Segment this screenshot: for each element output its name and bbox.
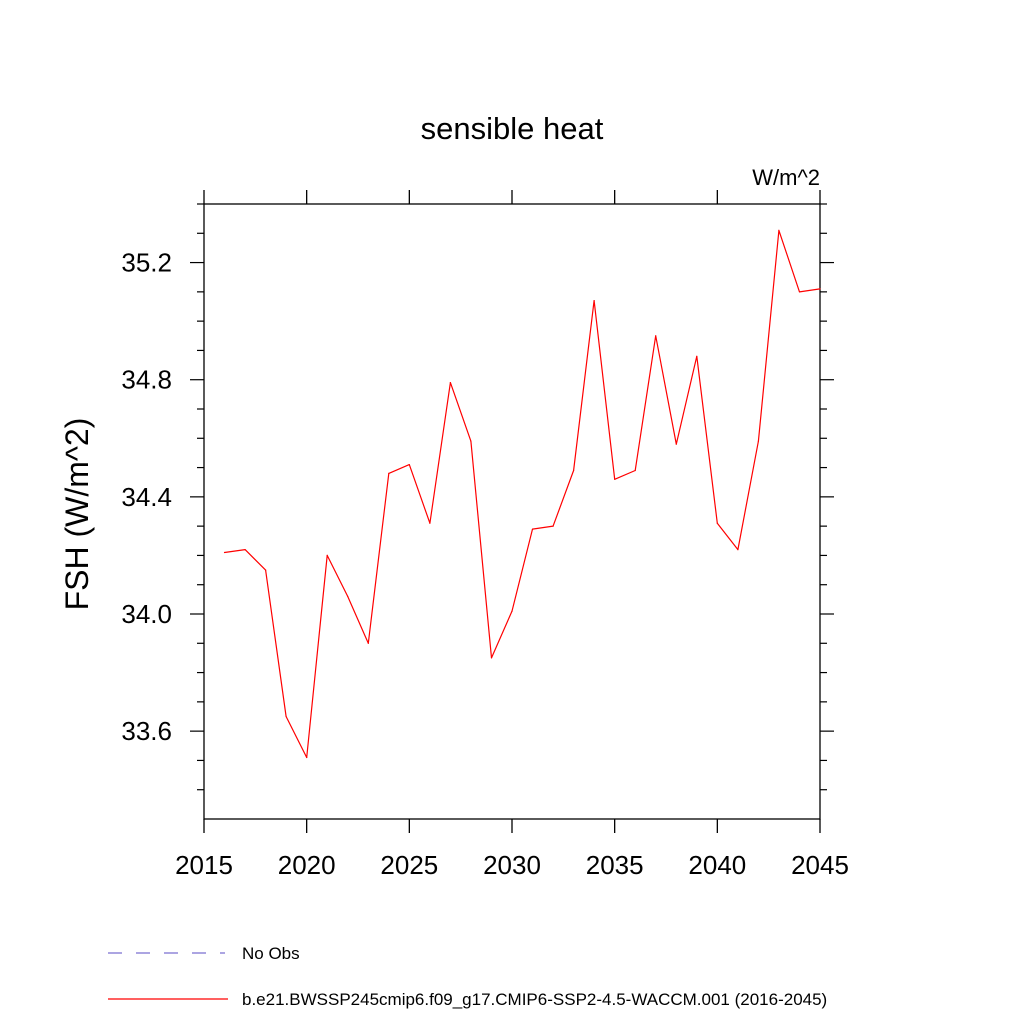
data-point [429, 522, 431, 524]
data-point [449, 382, 451, 384]
data-point [285, 715, 287, 718]
y-tick-label: 35.2 [121, 248, 172, 278]
x-tick-label: 2020 [278, 850, 336, 880]
data-point [306, 756, 308, 759]
data-point [675, 443, 677, 445]
data-point [223, 551, 226, 554]
data-point [490, 657, 493, 659]
data-point [634, 469, 636, 472]
x-axis-tick-labels: 2015 2020 2025 2030 2035 2040 2045 [175, 850, 849, 880]
y-tick-label: 34.8 [121, 365, 172, 395]
data-point [531, 528, 534, 530]
y-axis-label: FSH (W/m^2) [59, 418, 95, 611]
legend: No Obs b.e21.BWSSP245cmip6.f09_g17.CMIP6… [108, 944, 827, 1009]
y-tick-label: 34.0 [121, 599, 172, 629]
data-point [326, 554, 328, 557]
series-layer [223, 229, 821, 759]
units-label: W/m^2 [752, 165, 820, 190]
data-point [347, 595, 349, 598]
legend-label-no-obs: No Obs [242, 944, 300, 963]
data-point [757, 440, 760, 442]
x-tick-label: 2040 [688, 850, 746, 880]
x-tick-label: 2030 [483, 850, 541, 880]
y-tick-label: 33.6 [121, 716, 172, 746]
data-point [614, 478, 616, 480]
axis-ticks [190, 190, 834, 833]
y-tick-label: 34.4 [121, 482, 172, 512]
x-tick-label: 2025 [380, 850, 438, 880]
data-point [388, 472, 390, 474]
x-tick-label: 2035 [586, 850, 644, 880]
chart-title: sensible heat [421, 111, 604, 146]
data-point [552, 525, 554, 527]
plot-frame [203, 203, 821, 820]
data-point [593, 300, 595, 302]
data-point [655, 335, 657, 337]
data-point [244, 549, 246, 551]
series-line [224, 229, 821, 759]
data-point [470, 440, 472, 442]
data-point [511, 610, 513, 612]
data-point [367, 642, 369, 644]
data-point [819, 288, 821, 290]
data-point [778, 229, 780, 231]
data-point [408, 464, 410, 466]
data-point [737, 549, 739, 551]
legend-label-model: b.e21.BWSSP245cmip6.f09_g17.CMIP6-SSP2-4… [242, 990, 827, 1009]
x-tick-label: 2015 [175, 850, 233, 880]
x-tick-label: 2045 [791, 850, 849, 880]
data-point [265, 569, 267, 571]
data-point [573, 469, 575, 472]
data-point [798, 291, 801, 293]
data-point [716, 522, 718, 524]
y-axis-tick-labels: 33.6 34.0 34.4 34.8 35.2 [121, 248, 172, 747]
data-point [696, 355, 698, 357]
